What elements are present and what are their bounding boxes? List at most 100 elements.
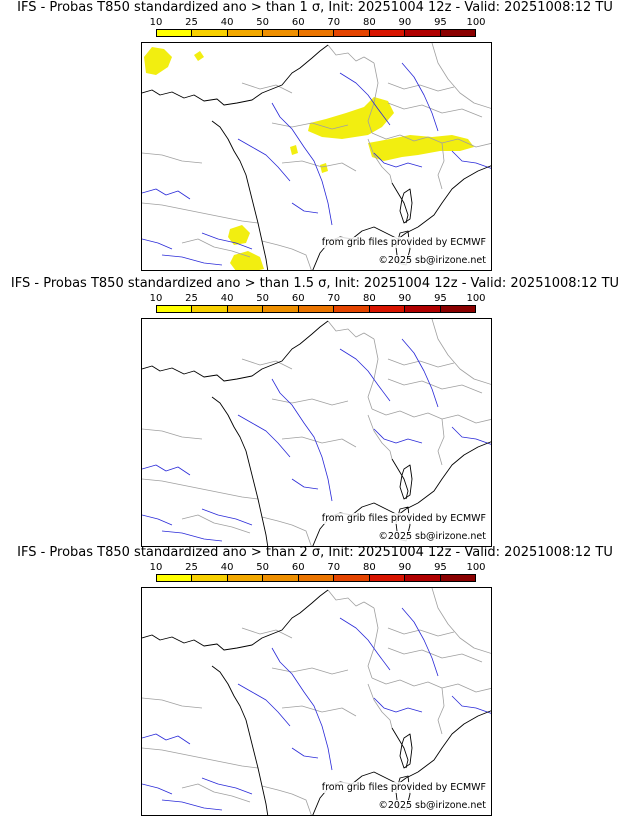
legend-tick-label: 90	[398, 293, 412, 304]
coastline	[211, 396, 269, 546]
river	[142, 733, 191, 745]
legend-color-swatch	[369, 306, 406, 312]
admin-border	[181, 783, 251, 803]
probability-area	[228, 225, 250, 245]
admin-border	[387, 358, 455, 368]
legend-color-swatch	[440, 306, 475, 312]
admin-border	[367, 414, 393, 460]
river	[401, 607, 439, 677]
legend-tick-label: 50	[256, 293, 270, 304]
legend-ticks: 10 25 40 50 60 70 80 90 95 100	[150, 17, 486, 29]
legend-color-swatch	[263, 575, 299, 581]
river	[451, 695, 491, 714]
admin-border	[367, 338, 379, 410]
coastline	[391, 727, 409, 769]
admin-border	[327, 589, 375, 609]
legend-tick-label: 10	[149, 17, 163, 28]
corsica-outline	[399, 733, 413, 769]
legend-color-swatch	[298, 306, 335, 312]
admin-border	[387, 102, 483, 118]
river	[237, 414, 291, 458]
legend-tick-label: 100	[466, 562, 486, 573]
legend-color-swatch	[298, 30, 335, 36]
legend-tick-label: 25	[185, 17, 198, 28]
admin-border	[281, 436, 357, 448]
legend-tick-label: 80	[362, 17, 376, 28]
admin-border	[431, 319, 491, 385]
admin-border	[367, 683, 393, 729]
river	[339, 617, 391, 671]
coastline	[142, 589, 329, 651]
legend-color-swatch	[405, 306, 441, 312]
legend-tick-label: 70	[327, 17, 341, 28]
probability-area	[230, 251, 264, 270]
river	[373, 428, 423, 444]
admin-border	[281, 160, 357, 172]
source-credit: from grib files provided by ECMWF	[320, 782, 487, 793]
admin-border	[142, 747, 259, 769]
river	[339, 72, 391, 126]
admin-border	[371, 132, 491, 148]
map-canvas	[142, 588, 491, 815]
admin-border	[281, 705, 357, 717]
legend-tick-label: 60	[291, 17, 305, 28]
legend-color-swatch	[263, 30, 299, 36]
legend-color-swatch	[369, 575, 406, 581]
admin-border	[142, 478, 259, 500]
legend-tick-label: 95	[434, 562, 447, 573]
legend-color-swatch	[227, 575, 264, 581]
river	[271, 378, 333, 502]
river	[339, 348, 391, 402]
legend-tick-label: 95	[434, 17, 447, 28]
admin-border	[327, 44, 375, 64]
river	[161, 799, 223, 811]
legend-tick-label: 10	[149, 293, 163, 304]
river	[161, 254, 223, 266]
admin-border	[327, 320, 375, 340]
river	[201, 508, 253, 526]
legend-color-swatch	[440, 30, 475, 36]
legend-tick-label: 90	[398, 562, 412, 573]
admin-border	[371, 677, 491, 693]
admin-border	[437, 418, 445, 466]
legend-colorbar	[156, 29, 476, 37]
legend-color-swatch	[192, 30, 228, 36]
probability-area	[194, 51, 204, 61]
admin-border	[241, 627, 293, 639]
river	[142, 188, 191, 200]
admin-border	[437, 142, 445, 190]
legend-tick-label: 100	[466, 17, 486, 28]
river	[291, 478, 319, 490]
river	[161, 530, 223, 542]
legend-tick-label: 80	[362, 562, 376, 573]
river	[291, 202, 319, 214]
river	[237, 683, 291, 727]
legend-tick-label: 90	[398, 17, 412, 28]
forecast-panel-1: IFS - Probas T850 standardized ano > tha…	[0, 0, 630, 271]
legend-tick-label: 40	[220, 293, 234, 304]
coastline	[391, 182, 409, 224]
legend-color-swatch	[440, 575, 475, 581]
coastline	[142, 44, 329, 106]
copyright-notice: ©2025 sb@irizone.net	[377, 800, 487, 811]
legend-color-swatch	[192, 306, 228, 312]
legend-tick-label: 70	[327, 562, 341, 573]
legend-ticks: 10 25 40 50 60 70 80 90 95 100	[150, 562, 486, 574]
coastline	[391, 458, 409, 500]
legend-color-swatch	[227, 306, 264, 312]
admin-border	[261, 516, 312, 546]
admin-border	[387, 82, 455, 92]
admin-border	[431, 588, 491, 654]
legend-color-swatch	[405, 30, 441, 36]
admin-border	[437, 687, 445, 735]
river	[201, 777, 253, 795]
admin-border	[271, 667, 349, 675]
probability-area	[290, 145, 298, 155]
legend-color-swatch	[157, 575, 193, 581]
admin-border	[431, 43, 491, 109]
admin-border	[371, 408, 491, 424]
admin-border	[142, 152, 203, 164]
corsica-outline	[399, 188, 413, 224]
legend-color-swatch	[157, 306, 193, 312]
legend-tick-label: 100	[466, 293, 486, 304]
